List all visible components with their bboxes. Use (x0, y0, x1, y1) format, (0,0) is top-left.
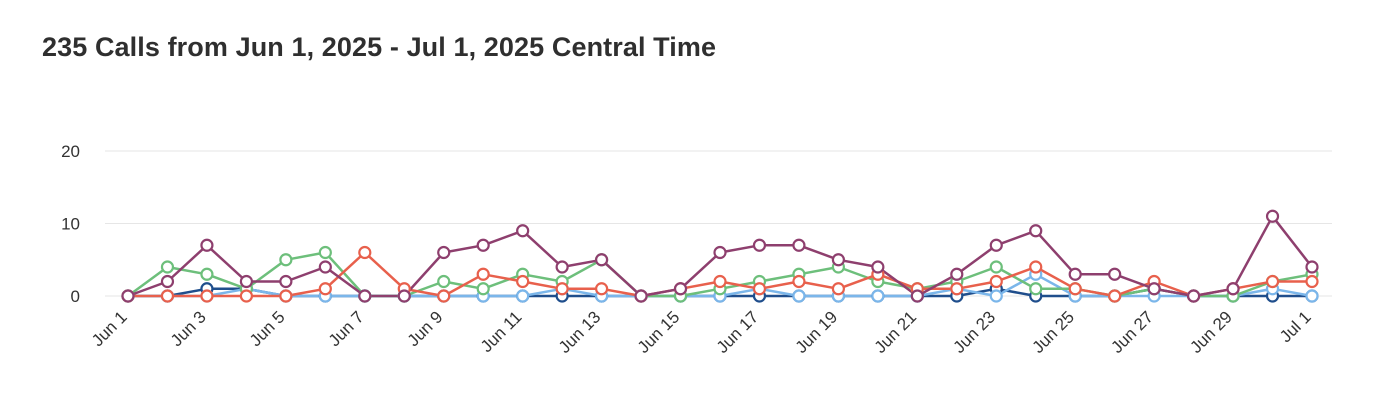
data-point[interactable] (318, 245, 332, 260)
data-point[interactable] (200, 267, 214, 281)
data-point[interactable] (713, 274, 727, 289)
data-point[interactable] (516, 289, 530, 303)
data-point[interactable] (555, 260, 569, 274)
x-tick-label: Jun 27 (1107, 307, 1157, 357)
x-tick-label: Jun 21 (871, 307, 921, 357)
x-tick-label: Jun 29 (1186, 307, 1236, 357)
data-point[interactable] (437, 289, 451, 303)
chart-title: 235 Calls from Jun 1, 2025 - Jul 1, 2025… (42, 32, 717, 62)
series-points (121, 209, 1319, 303)
data-point[interactable] (989, 260, 1003, 274)
data-point[interactable] (1305, 289, 1319, 303)
gridlines (105, 150, 1332, 297)
data-point[interactable] (1068, 282, 1082, 296)
data-point[interactable] (1108, 267, 1122, 281)
data-point[interactable] (1265, 274, 1280, 289)
y-tick-label: 0 (71, 287, 80, 306)
data-point[interactable] (160, 260, 175, 274)
data-point[interactable] (989, 274, 1003, 289)
data-point[interactable] (476, 282, 490, 296)
data-point[interactable] (555, 282, 569, 296)
y-axis-ticks: 0 10 20 (61, 142, 80, 306)
x-tick-label: Jun 3 (167, 307, 210, 350)
data-point[interactable] (279, 253, 293, 267)
x-axis-ticks: Jun 1 Jun 3 Jun 5 Jun 7 Jun 9 Jun 11 Jun 13 Jun… (88, 307, 1315, 357)
data-point[interactable] (1068, 267, 1082, 281)
data-point[interactable] (752, 238, 767, 252)
x-tick-label: Jun 17 (713, 307, 763, 357)
data-point[interactable] (239, 289, 253, 303)
data-point[interactable] (516, 274, 530, 289)
x-tick-label: Jul 1 (1276, 307, 1315, 346)
data-point[interactable] (594, 282, 609, 296)
data-point[interactable] (950, 282, 964, 296)
data-point[interactable] (160, 274, 175, 289)
data-point[interactable] (792, 238, 806, 252)
data-point[interactable] (279, 274, 293, 289)
data-point[interactable] (989, 289, 1003, 303)
data-point[interactable] (476, 267, 490, 281)
data-point[interactable] (1147, 282, 1161, 296)
data-point[interactable] (1305, 260, 1319, 274)
data-point[interactable] (1029, 224, 1043, 238)
data-point[interactable] (1029, 260, 1043, 274)
data-point[interactable] (318, 282, 332, 296)
x-tick-label: Jun 9 (404, 307, 447, 350)
data-point[interactable] (1029, 282, 1043, 296)
x-tick-label: Jun 19 (792, 307, 842, 357)
data-point[interactable] (1305, 274, 1319, 289)
data-point[interactable] (318, 260, 332, 274)
data-point[interactable] (713, 245, 727, 260)
data-point[interactable] (200, 238, 214, 252)
y-tick-label: 10 (61, 215, 80, 234)
data-point[interactable] (792, 289, 806, 303)
x-tick-label: Jun 11 (477, 307, 526, 356)
data-point[interactable] (1186, 289, 1201, 303)
data-point[interactable] (673, 282, 688, 296)
data-point[interactable] (516, 224, 530, 238)
data-point[interactable] (476, 238, 490, 252)
data-point[interactable] (358, 245, 372, 260)
x-tick-label: Jun 7 (325, 307, 368, 350)
data-point[interactable] (1265, 209, 1280, 223)
y-tick-label: 20 (61, 142, 80, 161)
data-point[interactable] (1108, 289, 1122, 303)
x-tick-label: Jun 23 (950, 307, 1000, 357)
data-point[interactable] (871, 289, 885, 303)
x-tick-label: Jun 1 (88, 307, 131, 350)
data-point[interactable] (437, 245, 451, 260)
data-point[interactable] (121, 289, 135, 303)
data-point[interactable] (910, 289, 924, 303)
data-point[interactable] (752, 282, 767, 296)
data-point[interactable] (437, 274, 451, 289)
data-point[interactable] (792, 274, 806, 289)
data-point[interactable] (989, 238, 1003, 252)
x-tick-label: Jun 5 (246, 307, 289, 350)
data-point[interactable] (950, 267, 964, 281)
data-point[interactable] (200, 289, 214, 303)
x-tick-label: Jun 15 (634, 307, 684, 357)
data-point[interactable] (594, 253, 609, 267)
data-point[interactable] (160, 289, 175, 303)
data-point[interactable] (831, 253, 846, 267)
x-tick-label: Jun 13 (555, 307, 605, 357)
data-point[interactable] (634, 289, 648, 303)
data-point[interactable] (358, 289, 372, 303)
data-point[interactable] (239, 274, 253, 289)
data-point[interactable] (871, 260, 885, 274)
x-tick-label: Jun 25 (1028, 307, 1078, 357)
data-point[interactable] (831, 282, 846, 296)
data-point[interactable] (397, 289, 411, 303)
data-point[interactable] (279, 289, 293, 303)
data-point[interactable] (1226, 282, 1240, 296)
